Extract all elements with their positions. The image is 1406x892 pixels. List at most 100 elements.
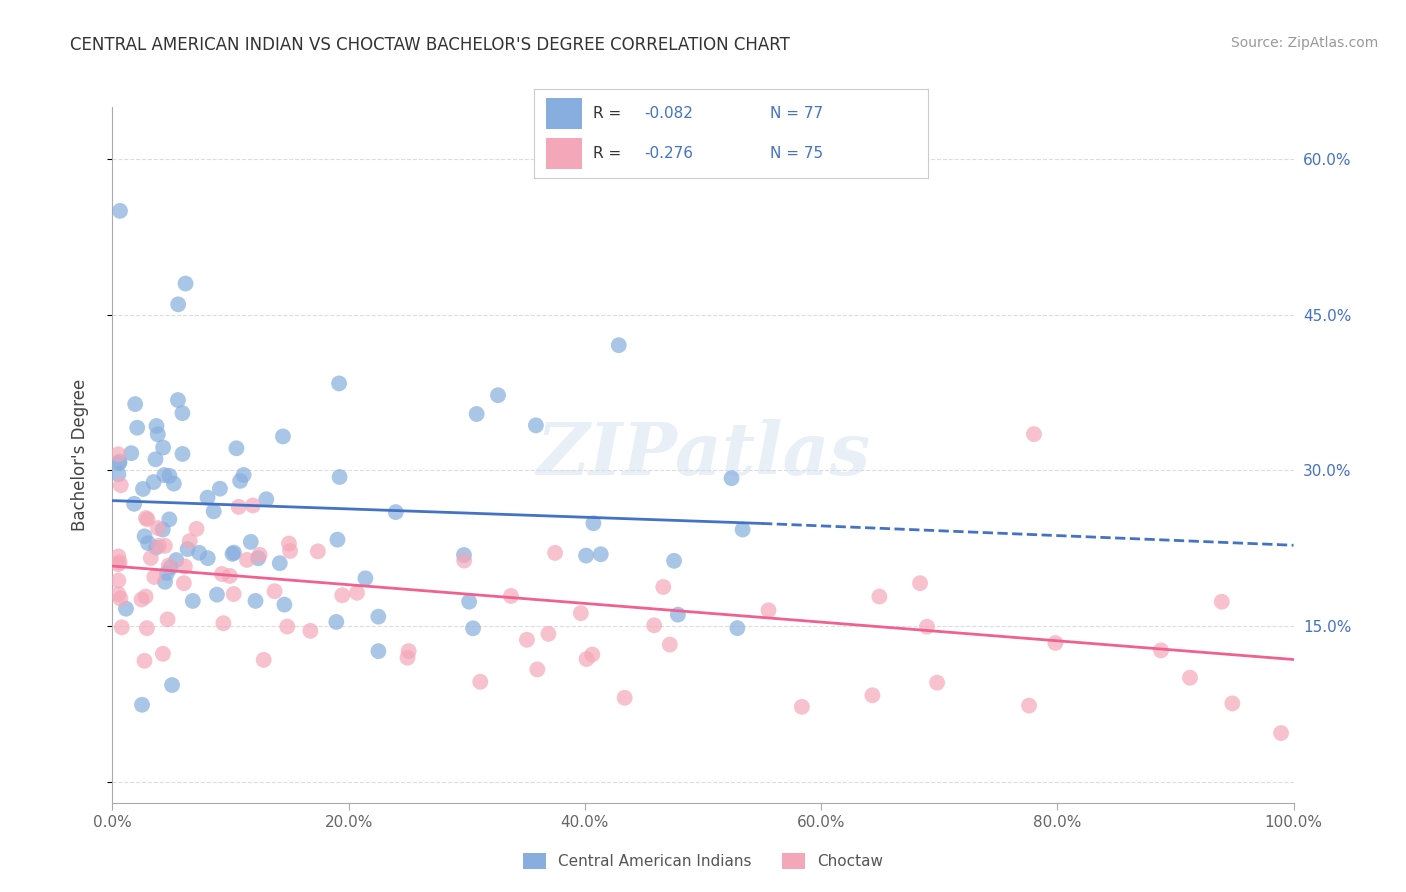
Choctaw [152, 647, 174, 661]
Central American Indians [188, 546, 211, 560]
Central American Indians [115, 601, 138, 615]
Central American Indians [132, 482, 155, 496]
Central American Indians [120, 446, 142, 460]
Choctaw [1150, 643, 1173, 657]
Choctaw [499, 589, 522, 603]
Choctaw [643, 618, 665, 632]
Central American Indians [145, 452, 167, 467]
Central American Indians [232, 467, 254, 482]
Choctaw [516, 632, 538, 647]
Central American Indians [163, 476, 186, 491]
Central American Indians [731, 523, 754, 537]
Choctaw [107, 447, 129, 461]
Choctaw [136, 512, 159, 526]
Choctaw [134, 654, 156, 668]
Choctaw [908, 576, 931, 591]
Choctaw [236, 553, 259, 567]
Choctaw [1045, 636, 1067, 650]
Central American Indians [254, 492, 277, 507]
Text: -0.082: -0.082 [644, 106, 693, 120]
Choctaw [136, 621, 159, 635]
Central American Indians [208, 482, 231, 496]
Choctaw [173, 576, 195, 591]
Central American Indians [152, 441, 174, 455]
Central American Indians [229, 474, 252, 488]
Y-axis label: Bachelor's Degree: Bachelor's Degree [70, 379, 89, 531]
Central American Indians [142, 475, 165, 489]
Central American Indians [145, 541, 167, 555]
Central American Indians [131, 698, 153, 712]
Central American Indians [662, 554, 685, 568]
Choctaw [179, 534, 201, 549]
Text: Source: ZipAtlas.com: Source: ZipAtlas.com [1230, 36, 1378, 50]
Central American Indians [465, 407, 488, 421]
Central American Indians [108, 203, 131, 218]
Choctaw [927, 675, 949, 690]
Choctaw [222, 587, 245, 601]
Choctaw [135, 511, 157, 525]
Central American Indians [159, 468, 181, 483]
Central American Indians [127, 420, 149, 434]
Choctaw [131, 592, 153, 607]
Choctaw [107, 587, 129, 601]
FancyBboxPatch shape [546, 138, 582, 169]
Choctaw [1178, 671, 1201, 685]
Central American Indians [245, 594, 267, 608]
Choctaw [299, 624, 322, 638]
Central American Indians [146, 427, 169, 442]
Central American Indians [458, 595, 481, 609]
Choctaw [526, 662, 548, 676]
Central American Indians [108, 456, 131, 470]
Central American Indians [367, 609, 389, 624]
Choctaw [107, 549, 129, 564]
Central American Indians [453, 548, 475, 562]
Central American Indians [176, 542, 198, 557]
Choctaw [575, 652, 598, 666]
Choctaw [346, 586, 368, 600]
Central American Indians [666, 607, 689, 622]
Central American Indians [205, 588, 228, 602]
Choctaw [396, 650, 419, 665]
Central American Indians [461, 621, 484, 635]
Central American Indians [197, 551, 219, 566]
Choctaw [398, 644, 420, 658]
Choctaw [228, 500, 250, 514]
Central American Indians [328, 376, 350, 391]
Central American Indians [136, 536, 159, 550]
Choctaw [307, 544, 329, 558]
Central American Indians [172, 406, 194, 420]
Central American Indians [247, 551, 270, 566]
Choctaw [108, 555, 131, 569]
FancyBboxPatch shape [546, 98, 582, 129]
Text: N = 75: N = 75 [770, 146, 824, 161]
Choctaw [249, 548, 271, 562]
Central American Indians [167, 297, 190, 311]
Central American Indians [589, 547, 612, 561]
Choctaw [110, 591, 132, 606]
Choctaw [148, 539, 170, 553]
Central American Indians [354, 571, 377, 585]
Choctaw [107, 558, 129, 572]
Central American Indians [325, 615, 347, 629]
Central American Indians [122, 497, 145, 511]
Choctaw [110, 478, 132, 492]
Central American Indians [152, 523, 174, 537]
Central American Indians [172, 447, 194, 461]
Choctaw [544, 546, 567, 560]
Central American Indians [202, 504, 225, 518]
Central American Indians [269, 556, 291, 570]
Central American Indians [124, 397, 146, 411]
Central American Indians [145, 419, 167, 434]
Choctaw [242, 499, 264, 513]
Choctaw [111, 620, 134, 634]
Choctaw [186, 522, 208, 536]
Choctaw [915, 620, 938, 634]
Central American Indians [225, 442, 247, 456]
Choctaw [157, 558, 180, 573]
Central American Indians [326, 533, 349, 547]
Central American Indians [108, 455, 131, 469]
Central American Indians [384, 505, 406, 519]
Central American Indians [725, 621, 748, 635]
Text: N = 77: N = 77 [770, 106, 824, 120]
Central American Indians [575, 549, 598, 563]
